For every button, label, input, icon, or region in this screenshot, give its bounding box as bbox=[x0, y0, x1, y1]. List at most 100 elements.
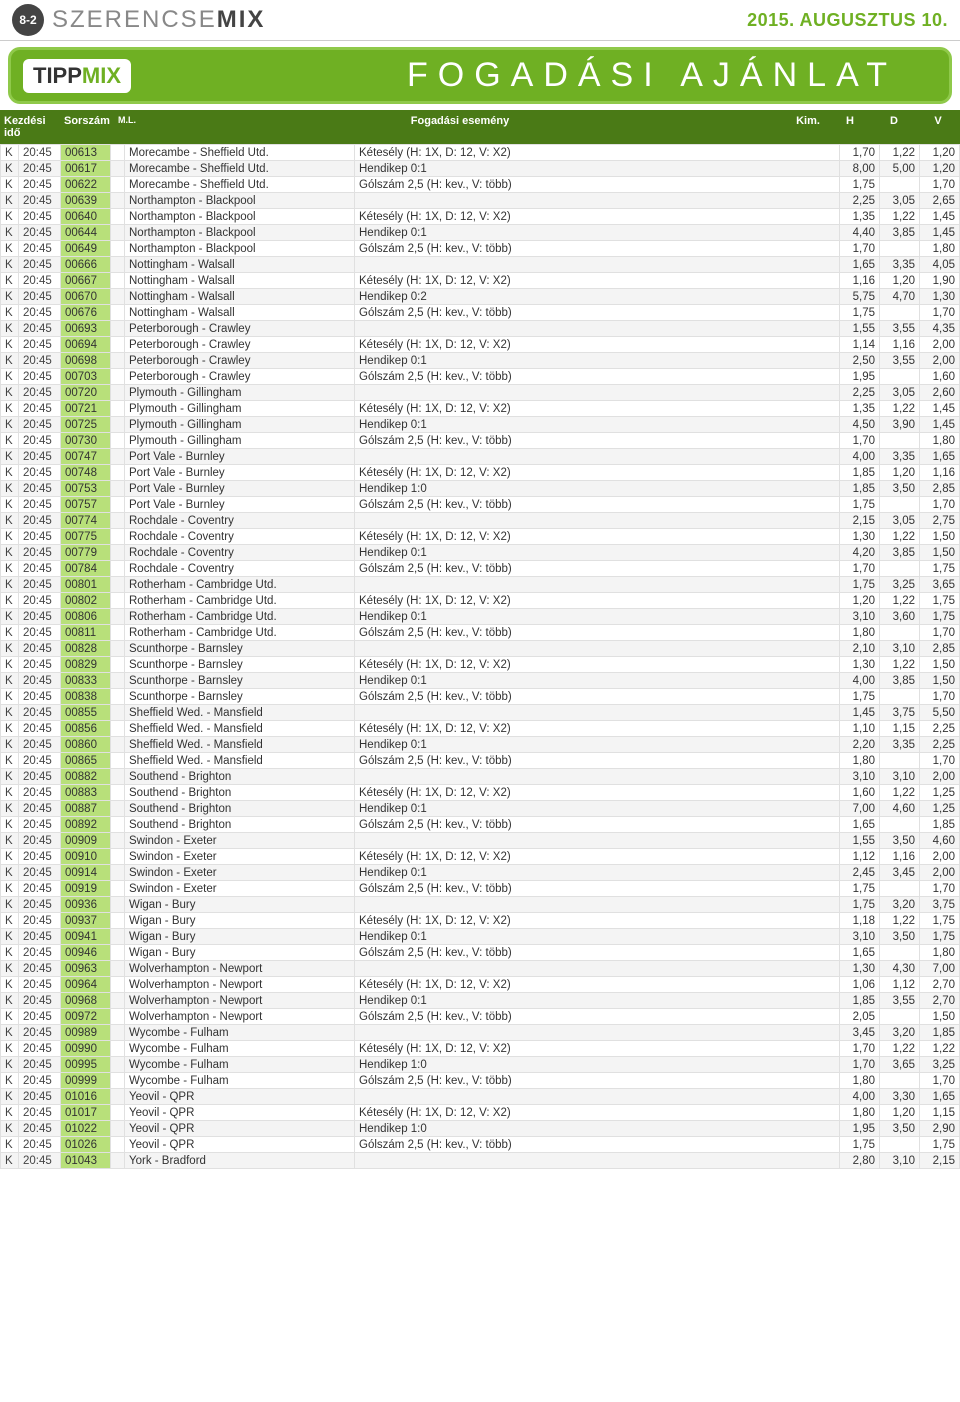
cell-event: Southend - Brighton bbox=[125, 817, 355, 833]
cell-d: 3,50 bbox=[880, 481, 920, 497]
cell-d bbox=[880, 241, 920, 257]
cell-d: 3,50 bbox=[880, 929, 920, 945]
cell-v: 1,70 bbox=[920, 177, 960, 193]
cell-h: 1,70 bbox=[840, 241, 880, 257]
cell-day: K bbox=[1, 465, 19, 481]
cell-time: 20:45 bbox=[19, 1025, 61, 1041]
cell-h: 8,00 bbox=[840, 161, 880, 177]
cell-time: 20:45 bbox=[19, 769, 61, 785]
cell-day: K bbox=[1, 241, 19, 257]
cell-d: 3,85 bbox=[880, 225, 920, 241]
cell-d: 3,60 bbox=[880, 609, 920, 625]
table-row: K20:4500936Wigan - Bury1,753,203,75 bbox=[1, 897, 960, 913]
cell-detail bbox=[355, 833, 840, 849]
cell-day: K bbox=[1, 849, 19, 865]
cell-detail bbox=[355, 193, 840, 209]
cell-ml bbox=[111, 913, 125, 929]
cell-v: 1,60 bbox=[920, 369, 960, 385]
cell-code: 00753 bbox=[61, 481, 111, 497]
cell-detail: Hendikep 0:1 bbox=[355, 161, 840, 177]
cell-d: 3,10 bbox=[880, 769, 920, 785]
cell-v: 1,75 bbox=[920, 913, 960, 929]
cell-day: K bbox=[1, 817, 19, 833]
cell-ml bbox=[111, 897, 125, 913]
cell-day: K bbox=[1, 1105, 19, 1121]
cell-day: K bbox=[1, 1025, 19, 1041]
cell-h: 1,10 bbox=[840, 721, 880, 737]
table-row: K20:4500784Rochdale - CoventryGólszám 2,… bbox=[1, 561, 960, 577]
cell-detail: Kétesély (H: 1X, D: 12, V: X2) bbox=[355, 593, 840, 609]
tipp-text: TIPP bbox=[33, 63, 82, 88]
cell-time: 20:45 bbox=[19, 913, 61, 929]
cell-time: 20:45 bbox=[19, 337, 61, 353]
table-row: K20:4501026Yeovil - QPRGólszám 2,5 (H: k… bbox=[1, 1137, 960, 1153]
cell-d bbox=[880, 753, 920, 769]
table-row: K20:4500802Rotherham - Cambridge Utd.Két… bbox=[1, 593, 960, 609]
cell-h: 1,65 bbox=[840, 945, 880, 961]
cell-event: Scunthorpe - Barnsley bbox=[125, 689, 355, 705]
table-row: K20:4500882Southend - Brighton3,103,102,… bbox=[1, 769, 960, 785]
cell-detail: Gólszám 2,5 (H: kev., V: több) bbox=[355, 1137, 840, 1153]
cell-d bbox=[880, 561, 920, 577]
cell-detail: Hendikep 0:1 bbox=[355, 673, 840, 689]
cell-detail: Kétesély (H: 1X, D: 12, V: X2) bbox=[355, 977, 840, 993]
cell-detail: Gólszám 2,5 (H: kev., V: több) bbox=[355, 945, 840, 961]
cell-code: 00968 bbox=[61, 993, 111, 1009]
cell-code: 00613 bbox=[61, 145, 111, 161]
cell-day: K bbox=[1, 177, 19, 193]
cell-code: 00892 bbox=[61, 817, 111, 833]
cell-d: 1,22 bbox=[880, 1041, 920, 1057]
cell-ml bbox=[111, 465, 125, 481]
table-row: K20:4500721Plymouth - GillinghamKétesély… bbox=[1, 401, 960, 417]
cell-event: Swindon - Exeter bbox=[125, 833, 355, 849]
cell-code: 00725 bbox=[61, 417, 111, 433]
cell-code: 00883 bbox=[61, 785, 111, 801]
cell-ml bbox=[111, 945, 125, 961]
cell-ml bbox=[111, 577, 125, 593]
cell-v: 2,00 bbox=[920, 337, 960, 353]
cell-code: 00990 bbox=[61, 1041, 111, 1057]
cell-event: Sheffield Wed. - Mansfield bbox=[125, 753, 355, 769]
table-row: K20:4500838Scunthorpe - BarnsleyGólszám … bbox=[1, 689, 960, 705]
cell-d: 1,22 bbox=[880, 913, 920, 929]
cell-ml bbox=[111, 737, 125, 753]
cell-event: Northampton - Blackpool bbox=[125, 193, 355, 209]
cell-detail: Kétesély (H: 1X, D: 12, V: X2) bbox=[355, 721, 840, 737]
col-time: Kezdési idő bbox=[0, 113, 60, 141]
cell-detail: Kétesély (H: 1X, D: 12, V: X2) bbox=[355, 1041, 840, 1057]
cell-event: Southend - Brighton bbox=[125, 769, 355, 785]
cell-time: 20:45 bbox=[19, 673, 61, 689]
cell-v: 2,85 bbox=[920, 481, 960, 497]
table-row: K20:4500941Wigan - BuryHendikep 0:13,103… bbox=[1, 929, 960, 945]
cell-ml bbox=[111, 1105, 125, 1121]
cell-day: K bbox=[1, 609, 19, 625]
cell-d bbox=[880, 1137, 920, 1153]
cell-v: 1,25 bbox=[920, 785, 960, 801]
cell-code: 00919 bbox=[61, 881, 111, 897]
cell-time: 20:45 bbox=[19, 1041, 61, 1057]
cell-detail bbox=[355, 961, 840, 977]
cell-event: Rotherham - Cambridge Utd. bbox=[125, 625, 355, 641]
cell-day: K bbox=[1, 401, 19, 417]
cell-day: K bbox=[1, 593, 19, 609]
cell-detail: Hendikep 0:1 bbox=[355, 865, 840, 881]
cell-detail: Hendikep 1:0 bbox=[355, 1121, 840, 1137]
cell-h: 2,50 bbox=[840, 353, 880, 369]
cell-v: 1,15 bbox=[920, 1105, 960, 1121]
cell-day: K bbox=[1, 561, 19, 577]
table-row: K20:4500990Wycombe - FulhamKétesély (H: … bbox=[1, 1041, 960, 1057]
cell-h: 3,10 bbox=[840, 929, 880, 945]
table-row: K20:4500887Southend - BrightonHendikep 0… bbox=[1, 801, 960, 817]
cell-detail: Hendikep 0:1 bbox=[355, 545, 840, 561]
table-row: K20:4500698Peterborough - CrawleyHendike… bbox=[1, 353, 960, 369]
cell-ml bbox=[111, 1089, 125, 1105]
cell-h: 4,00 bbox=[840, 1089, 880, 1105]
cell-time: 20:45 bbox=[19, 465, 61, 481]
cell-v: 1,80 bbox=[920, 945, 960, 961]
cell-day: K bbox=[1, 769, 19, 785]
cell-ml bbox=[111, 257, 125, 273]
cell-ml bbox=[111, 1153, 125, 1169]
cell-ml bbox=[111, 1025, 125, 1041]
cell-time: 20:45 bbox=[19, 833, 61, 849]
cell-h: 1,14 bbox=[840, 337, 880, 353]
